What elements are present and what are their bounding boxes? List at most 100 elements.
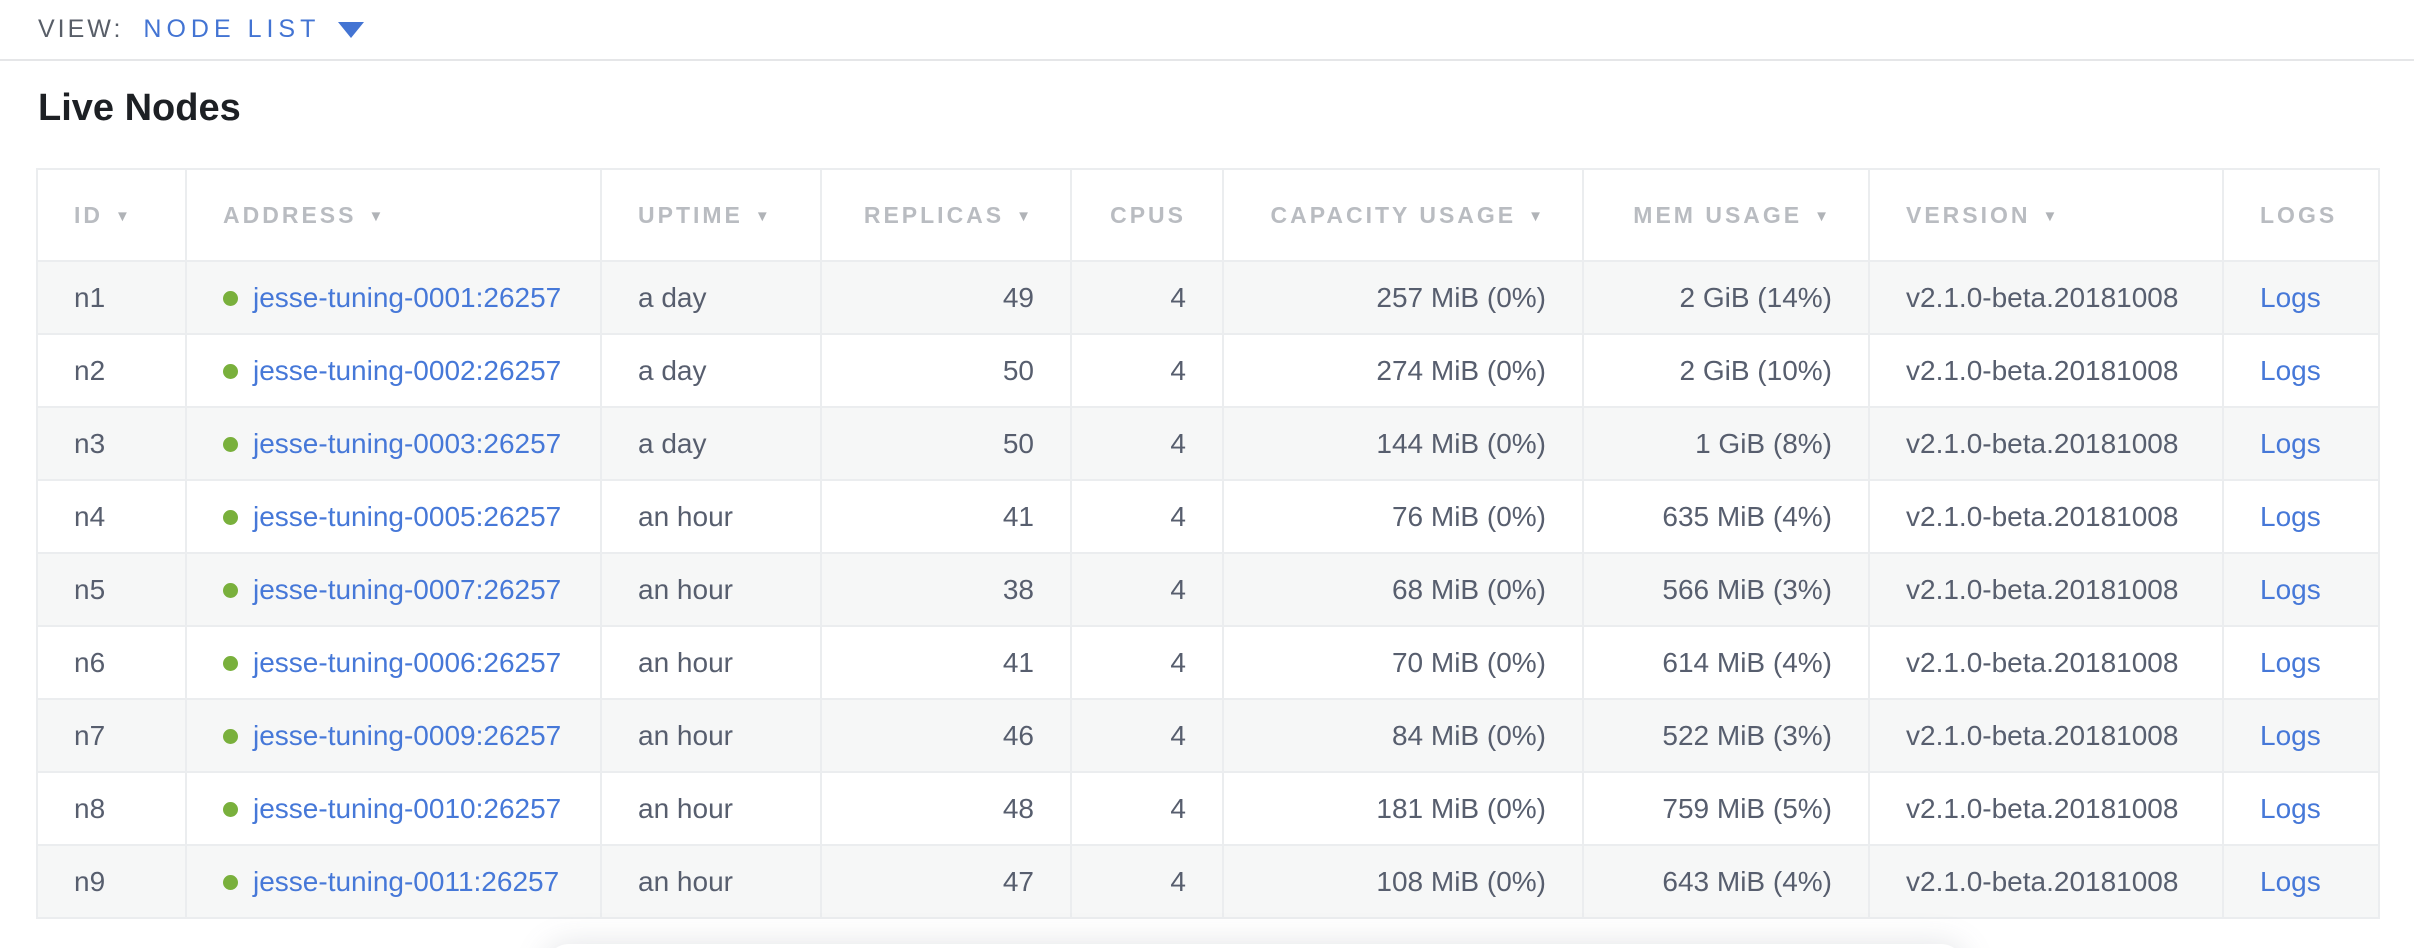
node-version-cell: v2.1.0-beta.20181008	[1868, 698, 2224, 773]
node-live-status-dot	[223, 509, 238, 525]
node-address-link[interactable]: jesse-tuning-0005:26257	[253, 500, 562, 532]
node-address-link[interactable]: jesse-tuning-0011:26257	[253, 865, 560, 897]
node-logs-cell: Logs	[2222, 479, 2380, 554]
node-replicas-cell: 50	[820, 333, 1072, 408]
node-id-cell: n6	[36, 625, 187, 700]
node-id-cell: n5	[36, 552, 187, 627]
sort-arrow-icon[interactable]: ▼	[754, 207, 773, 225]
node-uptime-cell: a day	[600, 260, 822, 335]
node-row-n5: n5 jesse-tuning-0007:26257 an hour 38 4 68 Mi…	[36, 552, 2380, 627]
node-logs-link[interactable]: Logs	[2260, 354, 2321, 386]
column-label: CPUS	[1110, 201, 1186, 228]
node-address-link[interactable]: jesse-tuning-0002:26257	[253, 354, 562, 386]
node-capacity-cell: 84 MiB (0%)	[1222, 698, 1584, 773]
page-title: Live Nodes	[38, 87, 241, 129]
node-logs-link[interactable]: Logs	[2260, 865, 2321, 897]
column-label: ID	[74, 201, 103, 228]
node-cpus-cell: 4	[1070, 625, 1224, 700]
node-live-status-dot	[223, 363, 238, 379]
node-cpus-cell: 4	[1070, 844, 1224, 919]
column-header-mem[interactable]: MEM USAGE ▼	[1582, 168, 1870, 262]
node-id-cell: n4	[36, 479, 187, 554]
column-label: MEM USAGE	[1633, 201, 1803, 228]
node-live-status-dot	[223, 290, 238, 306]
column-label: CAPACITY USAGE	[1270, 201, 1517, 228]
column-header-id[interactable]: ID ▼	[36, 168, 187, 262]
node-address-cell: jesse-tuning-0010:26257	[185, 771, 602, 846]
node-logs-link[interactable]: Logs	[2260, 427, 2321, 459]
sort-arrow-icon[interactable]: ▼	[368, 207, 387, 225]
column-header-logs: LOGS	[2222, 168, 2380, 262]
node-version-cell: v2.1.0-beta.20181008	[1868, 333, 2224, 408]
node-cpus-cell: 4	[1070, 698, 1224, 773]
sort-arrow-icon[interactable]: ▼	[1814, 207, 1832, 225]
node-live-status-dot	[223, 801, 238, 817]
node-uptime-cell: a day	[600, 333, 822, 408]
node-logs-link[interactable]: Logs	[2260, 646, 2321, 678]
node-row-n1: n1 jesse-tuning-0001:26257 a day 49 4 257 MiB…	[36, 260, 2380, 335]
node-logs-cell: Logs	[2222, 552, 2380, 627]
node-replicas-cell: 38	[820, 552, 1072, 627]
node-cpus-cell: 4	[1070, 406, 1224, 481]
column-label: LOGS	[2260, 201, 2338, 228]
column-header-uptime[interactable]: UPTIME ▼	[600, 168, 822, 262]
live-nodes-table: ID ▼ ADDRESS ▼ UPTIME ▼ REPLICAS ▼ CPUS CAPACITY …	[36, 168, 2380, 919]
node-capacity-cell: 108 MiB (0%)	[1222, 844, 1584, 919]
node-replicas-cell: 48	[820, 771, 1072, 846]
node-logs-link[interactable]: Logs	[2260, 500, 2321, 532]
node-logs-link[interactable]: Logs	[2260, 573, 2321, 605]
node-version-cell: v2.1.0-beta.20181008	[1868, 844, 2224, 919]
node-logs-link[interactable]: Logs	[2260, 792, 2321, 824]
node-mem-cell: 2 GiB (14%)	[1582, 260, 1870, 335]
sort-arrow-icon[interactable]: ▼	[115, 207, 133, 225]
node-cpus-cell: 4	[1070, 771, 1224, 846]
node-logs-cell: Logs	[2222, 625, 2380, 700]
node-logs-link[interactable]: Logs	[2260, 281, 2321, 313]
node-address-link[interactable]: jesse-tuning-0010:26257	[253, 792, 562, 824]
node-capacity-cell: 257 MiB (0%)	[1222, 260, 1584, 335]
node-id-cell: n1	[36, 260, 187, 335]
column-header-address[interactable]: ADDRESS ▼	[185, 168, 602, 262]
node-address-link[interactable]: jesse-tuning-0006:26257	[253, 646, 562, 678]
node-address-cell: jesse-tuning-0006:26257	[185, 625, 602, 700]
column-header-version[interactable]: VERSION ▼	[1868, 168, 2224, 262]
node-address-link[interactable]: jesse-tuning-0003:26257	[253, 427, 562, 459]
node-address-link[interactable]: jesse-tuning-0007:26257	[253, 573, 562, 605]
table-header-row: ID ▼ ADDRESS ▼ UPTIME ▼ REPLICAS ▼ CPUS CAPACITY …	[36, 168, 2380, 262]
node-mem-cell: 1 GiB (8%)	[1582, 406, 1870, 481]
column-header-cpus: CPUS	[1070, 168, 1224, 262]
column-header-capacity[interactable]: CAPACITY USAGE ▼	[1222, 168, 1584, 262]
node-address-cell: jesse-tuning-0003:26257	[185, 406, 602, 481]
node-cpus-cell: 4	[1070, 260, 1224, 335]
node-mem-cell: 635 MiB (4%)	[1582, 479, 1870, 554]
chevron-down-icon[interactable]	[338, 21, 365, 38]
node-logs-link[interactable]: Logs	[2260, 719, 2321, 751]
column-header-replicas[interactable]: REPLICAS ▼	[820, 168, 1072, 262]
column-label: REPLICAS	[863, 201, 1005, 228]
view-label: VIEW:	[38, 15, 124, 43]
node-id-cell: n8	[36, 771, 187, 846]
sort-arrow-icon[interactable]: ▼	[1016, 207, 1034, 225]
node-id-cell: n9	[36, 844, 187, 919]
sort-arrow-icon[interactable]: ▼	[2042, 207, 2061, 225]
node-uptime-cell: an hour	[600, 771, 822, 846]
next-section-shadow	[545, 944, 1965, 948]
node-uptime-cell: a day	[600, 406, 822, 481]
node-capacity-cell: 274 MiB (0%)	[1222, 333, 1584, 408]
sort-arrow-icon[interactable]: ▼	[1528, 207, 1546, 225]
view-selector[interactable]: NODE LIST	[143, 15, 321, 43]
node-live-status-dot	[223, 582, 238, 598]
node-uptime-cell: an hour	[600, 625, 822, 700]
node-address-link[interactable]: jesse-tuning-0001:26257	[253, 281, 562, 313]
node-logs-cell: Logs	[2222, 260, 2380, 335]
node-logs-cell: Logs	[2222, 333, 2380, 408]
node-uptime-cell: an hour	[600, 479, 822, 554]
node-logs-cell: Logs	[2222, 844, 2380, 919]
node-address-cell: jesse-tuning-0007:26257	[185, 552, 602, 627]
column-label: VERSION	[1906, 201, 2031, 228]
node-address-cell: jesse-tuning-0002:26257	[185, 333, 602, 408]
node-address-link[interactable]: jesse-tuning-0009:26257	[253, 719, 562, 751]
node-version-cell: v2.1.0-beta.20181008	[1868, 260, 2224, 335]
node-replicas-cell: 41	[820, 479, 1072, 554]
node-mem-cell: 566 MiB (3%)	[1582, 552, 1870, 627]
